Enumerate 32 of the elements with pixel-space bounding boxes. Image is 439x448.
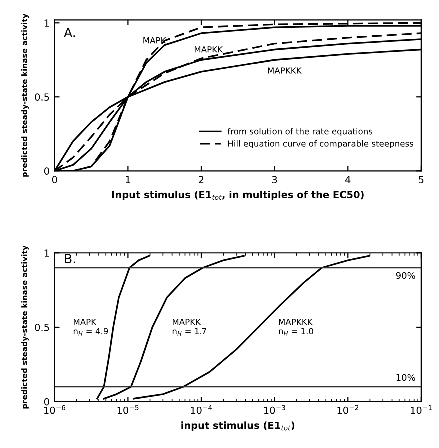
- x-tick-label: 10$^{−5}$: [118, 405, 139, 414]
- x-tick-label: 5: [419, 176, 424, 184]
- x-axis-title: input stimulus (E1$_{tot}$): [182, 422, 295, 432]
- x-tick-label: 10$^{−2}$: [338, 405, 359, 414]
- y-tick-label: 0.5: [35, 324, 50, 332]
- annotation: MAPKK n$_{H}$ = 1.7: [172, 319, 206, 336]
- x-tick-label: 2: [199, 176, 204, 184]
- annotation: MAPK: [144, 38, 166, 44]
- ref-line-label: 10%: [396, 374, 416, 382]
- annotation: MAPK n$_{H}$ = 4.9: [74, 319, 108, 336]
- x-axis-title: Input stimulus (E1$_{tot}$, in multiples of the EC50): [112, 190, 364, 200]
- legend-label: Hill equation curve of comparable steepness: [228, 140, 414, 149]
- x-tick-label: 10$^{−1}$: [411, 405, 432, 414]
- y-tick-label: 1: [44, 250, 50, 257]
- ref-line-label: 90%: [396, 272, 416, 280]
- annotation: MAPKKK: [268, 68, 302, 74]
- x-tick-label: 0: [52, 176, 58, 184]
- y-tick-label: 0: [44, 168, 50, 175]
- x-tick-label: 10$^{−6}$: [44, 405, 66, 414]
- x-tick-label: 3: [272, 176, 278, 184]
- annotation: A.: [64, 28, 75, 38]
- x-tick-label: 4: [346, 176, 351, 184]
- annotation: B.: [65, 254, 76, 264]
- legend-label: from solution of the rate equations: [228, 128, 373, 136]
- y-tick-label: 0: [44, 398, 50, 406]
- x-tick-label: 10$^{−3}$: [264, 405, 286, 414]
- x-tick-label: 1: [126, 176, 130, 184]
- x-tick-label: 10$^{−4}$: [191, 405, 212, 414]
- annotation: MAPKK: [194, 46, 224, 53]
- annotation: MAPKKK n$_{H}$ = 1.0: [279, 319, 314, 336]
- y-tick-label: 0.5: [35, 94, 50, 101]
- y-tick-label: 1: [44, 20, 50, 27]
